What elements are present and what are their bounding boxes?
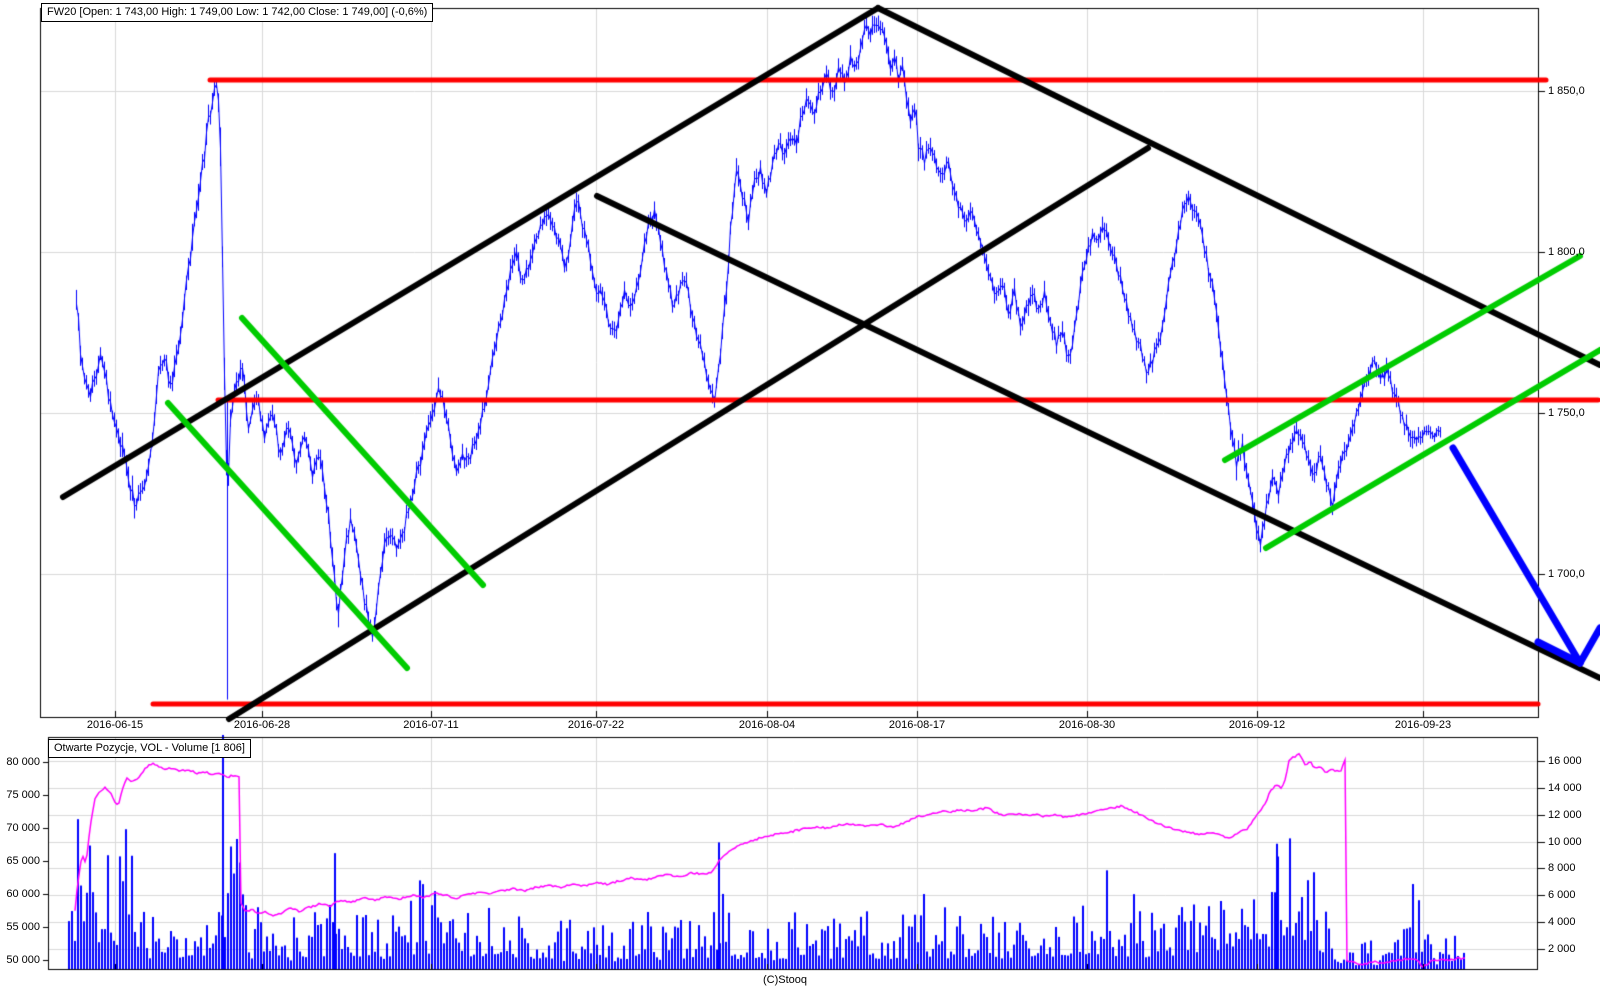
price-axis-tick-label: 1 750,0 [1548, 407, 1585, 419]
volume-axis-tick-label: 2 000 [1548, 943, 1576, 955]
open-interest-axis-tick-label: 75 000 [6, 789, 40, 801]
volume-axis-tick-label: 10 000 [1548, 836, 1582, 848]
open-interest-axis-tick-label: 65 000 [6, 855, 40, 867]
date-axis-tick-label: 2016-06-28 [233, 719, 291, 731]
volume-axis-tick-label: 12 000 [1548, 809, 1582, 821]
price-panel-title: FW20 [Open: 1 743,00 High: 1 749,00 Low:… [47, 6, 428, 18]
price-axis-tick-label: 1 850,0 [1548, 85, 1585, 97]
volume-axis-tick-label: 8 000 [1548, 862, 1576, 874]
date-axis-tick-label: 2016-09-23 [1394, 719, 1452, 731]
volume-panel-title: Otwarte Pozycje, VOL - Volume [1 806] [54, 742, 245, 754]
volume-axis-tick-label: 14 000 [1548, 782, 1582, 794]
date-axis-tick-label: 2016-08-17 [888, 719, 946, 731]
volume-axis-tick-label: 16 000 [1548, 755, 1582, 767]
volume-panel-title-box: Otwarte Pozycje, VOL - Volume [1 806] [48, 739, 251, 758]
price-panel-title-box: FW20 [Open: 1 743,00 High: 1 749,00 Low:… [41, 3, 434, 22]
date-axis-tick-label: 2016-08-30 [1058, 719, 1116, 731]
open-interest-axis-tick-label: 80 000 [6, 756, 40, 768]
date-axis-tick-label: 2016-07-22 [567, 719, 625, 731]
date-axis-tick-label: 2016-08-04 [738, 719, 796, 731]
open-interest-axis-tick-label: 50 000 [6, 954, 40, 966]
volume-axis-tick-label: 4 000 [1548, 916, 1576, 928]
open-interest-axis-tick-label: 60 000 [6, 888, 40, 900]
price-axis-tick-label: 1 700,0 [1548, 568, 1585, 580]
price-axis-tick-label: 1 800,0 [1548, 246, 1585, 258]
open-interest-axis-tick-label: 70 000 [6, 822, 40, 834]
open-interest-axis-tick-label: 55 000 [6, 921, 40, 933]
date-axis-tick-label: 2016-09-12 [1228, 719, 1286, 731]
copyright-label: (C)Stooq [763, 974, 808, 986]
date-axis-tick-label: 2016-06-15 [86, 719, 144, 731]
date-axis-tick-label: 2016-07-11 [403, 719, 459, 731]
volume-axis-tick-label: 6 000 [1548, 889, 1576, 901]
